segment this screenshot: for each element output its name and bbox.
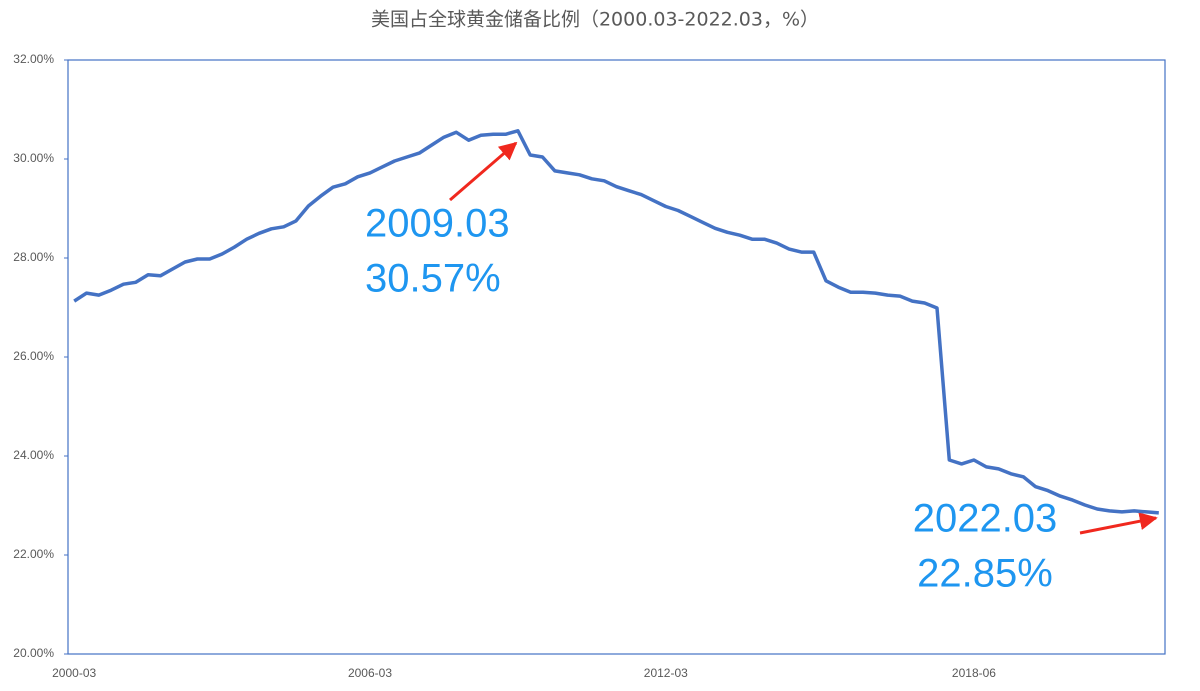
x-tick-label: 2018-06 [952, 666, 996, 680]
chart-title: 美国占全球黄金储备比例（2000.03-2022.03，%） [371, 9, 819, 31]
x-tick-label: 2012-03 [644, 666, 688, 680]
x-tick-label: 2006-03 [348, 666, 392, 680]
y-tick-label: 28.00% [13, 250, 54, 264]
y-tick-label: 22.00% [13, 547, 54, 561]
annotation: 30.57% [365, 257, 501, 301]
y-tick-label: 26.00% [13, 349, 54, 363]
data-line [73, 129, 1159, 515]
x-tick-label: 2000-03 [52, 666, 96, 680]
annotation: 22.85% [917, 552, 1053, 596]
y-tick-label: 32.00% [13, 52, 54, 66]
y-tick-label: 24.00% [13, 448, 54, 462]
annotation: 2009.03 [365, 202, 510, 246]
y-tick-label: 30.00% [13, 151, 54, 165]
annotation: 2022.03 [913, 497, 1058, 541]
arrow [1079, 512, 1158, 535]
arrow [449, 141, 518, 202]
y-tick-label: 20.00% [13, 646, 54, 660]
